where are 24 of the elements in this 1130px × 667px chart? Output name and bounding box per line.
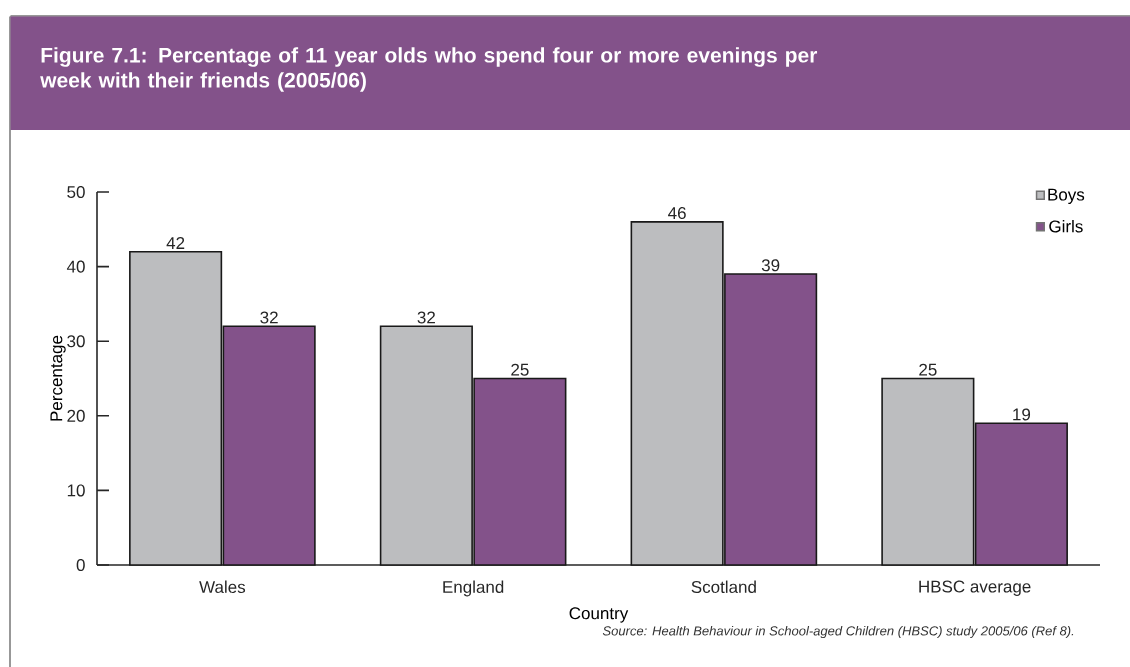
data-label: 46 bbox=[668, 207, 686, 220]
legend-label: Boys bbox=[1048, 188, 1085, 204]
y-tick-label: 0 bbox=[76, 558, 85, 572]
x-tick-label: HBSC average bbox=[919, 580, 1031, 596]
data-label: 25 bbox=[919, 363, 937, 376]
y-tick-label: 30 bbox=[67, 335, 85, 348]
x-tick-label: Wales bbox=[199, 580, 246, 594]
y-tick-label: 10 bbox=[67, 484, 85, 497]
data-label: 42 bbox=[166, 237, 185, 249]
data-label: 19 bbox=[1013, 408, 1031, 421]
y-tick-label: 40 bbox=[66, 260, 85, 273]
chart-title: Figure 7.1: Percentage of 11 year olds who spend four or more evenings per week with their friends (2005/06) bbox=[40, 47, 818, 92]
data-label: 25 bbox=[511, 363, 529, 376]
source-note: Source: Health Behaviour in School-aged Children (HBSC) study 2005/06 (Ref 8). bbox=[602, 625, 1074, 639]
x-tick-label: England bbox=[443, 580, 504, 597]
y-tick-label: 20 bbox=[67, 409, 85, 422]
data-label: 39 bbox=[761, 259, 780, 272]
x-tick-label: Scotland bbox=[691, 580, 756, 594]
legend-label: Girls bbox=[1049, 219, 1083, 233]
data-label: 32 bbox=[260, 311, 278, 324]
y-axis-title: Percentage bbox=[50, 335, 66, 421]
data-label: 32 bbox=[417, 311, 435, 324]
y-tick-label: 50 bbox=[67, 185, 85, 199]
x-axis-title: Country bbox=[569, 607, 629, 623]
